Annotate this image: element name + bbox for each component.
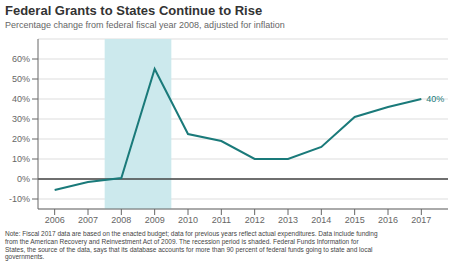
- svg-text:0%: 0%: [17, 174, 30, 184]
- svg-text:30%: 30%: [12, 114, 30, 124]
- html-text:Note: Fiscal 2017 data are bas: Note: Fiscal 2017 data are based on the …: [5, 230, 378, 261]
- svg-text:-10%: -10%: [9, 194, 30, 204]
- svg-text:2011: 2011: [212, 215, 231, 225]
- svg-text:2007: 2007: [78, 215, 98, 225]
- svg-text:2008: 2008: [111, 215, 131, 225]
- svg-text:2014: 2014: [311, 215, 331, 225]
- svg-text:2010: 2010: [178, 215, 198, 225]
- svg-text:50%: 50%: [12, 74, 30, 84]
- svg-text:2012: 2012: [245, 215, 265, 225]
- svg-text:40%: 40%: [12, 94, 30, 104]
- svg-text:2016: 2016: [378, 215, 398, 225]
- svg-text:2009: 2009: [145, 215, 165, 225]
- svg-text:2017: 2017: [411, 215, 431, 225]
- svg-text:60%: 60%: [12, 54, 30, 64]
- svg-text:2013: 2013: [278, 215, 298, 225]
- svg-text:10%: 10%: [12, 154, 30, 164]
- svg-text:2006: 2006: [45, 215, 65, 225]
- svg-text:2015: 2015: [345, 215, 365, 225]
- svg-text:40%: 40%: [426, 94, 444, 104]
- html-text:Percentage change from federal: Percentage change from federal fiscal ye…: [5, 20, 285, 30]
- svg-text:20%: 20%: [12, 134, 30, 144]
- html-text:Federal Grants to States Conti: Federal Grants to States Continue to Ris…: [5, 3, 263, 18]
